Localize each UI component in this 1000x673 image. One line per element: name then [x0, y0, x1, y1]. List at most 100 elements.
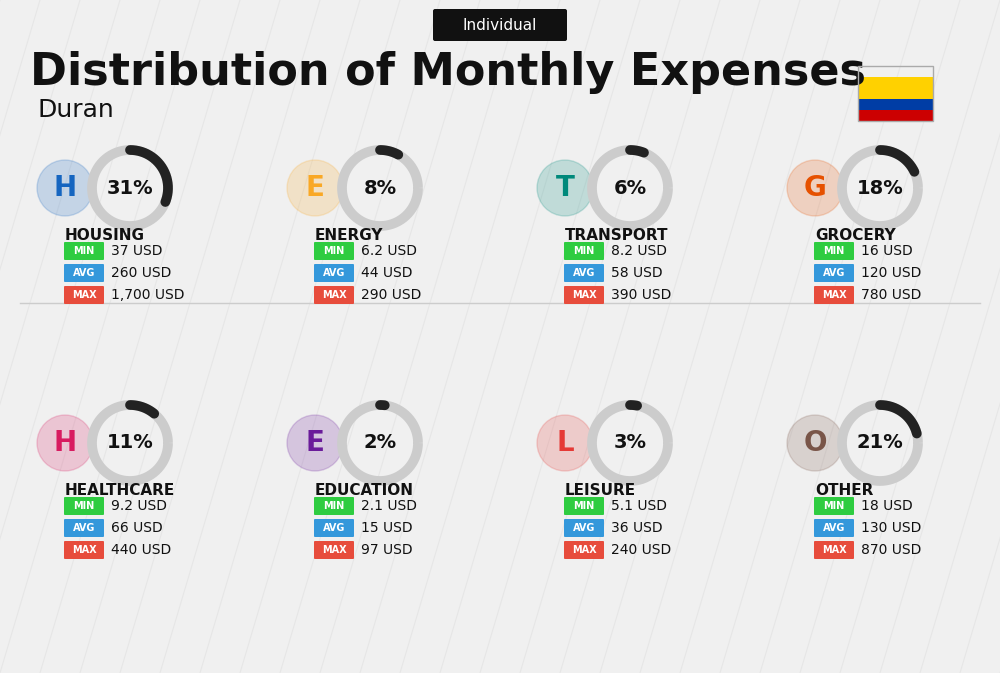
FancyBboxPatch shape: [314, 264, 354, 282]
Circle shape: [287, 160, 343, 216]
FancyBboxPatch shape: [564, 286, 604, 304]
Text: MAX: MAX: [822, 290, 846, 300]
Text: MIN: MIN: [73, 246, 95, 256]
FancyBboxPatch shape: [64, 519, 104, 537]
Text: 31%: 31%: [107, 178, 153, 197]
Text: OTHER: OTHER: [815, 483, 873, 498]
Text: 290 USD: 290 USD: [361, 288, 421, 302]
Text: 130 USD: 130 USD: [861, 521, 921, 535]
Circle shape: [787, 160, 843, 216]
Text: 58 USD: 58 USD: [611, 266, 663, 280]
Text: AVG: AVG: [823, 268, 845, 278]
Text: 240 USD: 240 USD: [611, 543, 671, 557]
Text: 1,700 USD: 1,700 USD: [111, 288, 184, 302]
Text: 16 USD: 16 USD: [861, 244, 913, 258]
Text: 44 USD: 44 USD: [361, 266, 413, 280]
Text: 260 USD: 260 USD: [111, 266, 171, 280]
Text: EDUCATION: EDUCATION: [315, 483, 414, 498]
Text: MIN: MIN: [323, 501, 345, 511]
FancyBboxPatch shape: [314, 497, 354, 515]
Text: L: L: [556, 429, 574, 457]
FancyBboxPatch shape: [858, 98, 932, 110]
Text: MIN: MIN: [823, 246, 845, 256]
Text: MIN: MIN: [73, 501, 95, 511]
FancyBboxPatch shape: [64, 541, 104, 559]
Text: 9.2 USD: 9.2 USD: [111, 499, 167, 513]
FancyBboxPatch shape: [314, 519, 354, 537]
Text: MAX: MAX: [822, 545, 846, 555]
Text: AVG: AVG: [323, 523, 345, 533]
Text: AVG: AVG: [73, 523, 95, 533]
Text: HOUSING: HOUSING: [65, 228, 145, 243]
FancyBboxPatch shape: [814, 242, 854, 260]
Text: MIN: MIN: [823, 501, 845, 511]
Text: TRANSPORT: TRANSPORT: [565, 228, 668, 243]
Circle shape: [537, 415, 593, 471]
Text: GROCERY: GROCERY: [815, 228, 896, 243]
Text: 5.1 USD: 5.1 USD: [611, 499, 667, 513]
FancyBboxPatch shape: [64, 264, 104, 282]
Text: AVG: AVG: [823, 523, 845, 533]
FancyBboxPatch shape: [64, 497, 104, 515]
Text: MAX: MAX: [72, 290, 96, 300]
Text: 36 USD: 36 USD: [611, 521, 663, 535]
FancyBboxPatch shape: [64, 242, 104, 260]
FancyBboxPatch shape: [858, 110, 932, 120]
Text: AVG: AVG: [573, 523, 595, 533]
Text: Duran: Duran: [38, 98, 115, 122]
Text: H: H: [53, 174, 77, 202]
FancyBboxPatch shape: [314, 242, 354, 260]
Text: 120 USD: 120 USD: [861, 266, 921, 280]
Text: MIN: MIN: [573, 246, 595, 256]
Circle shape: [537, 160, 593, 216]
Circle shape: [37, 415, 93, 471]
Circle shape: [287, 415, 343, 471]
Text: 780 USD: 780 USD: [861, 288, 921, 302]
Text: MAX: MAX: [572, 545, 596, 555]
Text: 18 USD: 18 USD: [861, 499, 913, 513]
Text: E: E: [306, 429, 324, 457]
FancyBboxPatch shape: [564, 264, 604, 282]
Text: AVG: AVG: [573, 268, 595, 278]
Text: MAX: MAX: [72, 545, 96, 555]
Text: 390 USD: 390 USD: [611, 288, 671, 302]
Text: T: T: [556, 174, 574, 202]
Text: 870 USD: 870 USD: [861, 543, 921, 557]
Text: HEALTHCARE: HEALTHCARE: [65, 483, 175, 498]
Text: 18%: 18%: [857, 178, 903, 197]
Text: G: G: [804, 174, 826, 202]
Text: MIN: MIN: [573, 501, 595, 511]
Circle shape: [37, 160, 93, 216]
Text: MAX: MAX: [322, 290, 346, 300]
FancyBboxPatch shape: [564, 497, 604, 515]
Text: 15 USD: 15 USD: [361, 521, 413, 535]
Text: Distribution of Monthly Expenses: Distribution of Monthly Expenses: [30, 52, 866, 94]
Text: E: E: [306, 174, 324, 202]
Text: 2%: 2%: [363, 433, 397, 452]
Circle shape: [787, 415, 843, 471]
Text: MAX: MAX: [322, 545, 346, 555]
Text: 8.2 USD: 8.2 USD: [611, 244, 667, 258]
Text: 3%: 3%: [614, 433, 646, 452]
Text: 2.1 USD: 2.1 USD: [361, 499, 417, 513]
Text: 6%: 6%: [613, 178, 647, 197]
Text: 97 USD: 97 USD: [361, 543, 413, 557]
FancyBboxPatch shape: [814, 497, 854, 515]
FancyBboxPatch shape: [814, 286, 854, 304]
FancyBboxPatch shape: [64, 286, 104, 304]
Text: AVG: AVG: [323, 268, 345, 278]
Text: MIN: MIN: [323, 246, 345, 256]
FancyBboxPatch shape: [564, 541, 604, 559]
FancyBboxPatch shape: [314, 286, 354, 304]
Text: ENERGY: ENERGY: [315, 228, 384, 243]
Text: MAX: MAX: [572, 290, 596, 300]
Text: O: O: [803, 429, 827, 457]
FancyBboxPatch shape: [858, 77, 932, 98]
FancyBboxPatch shape: [814, 541, 854, 559]
Text: Individual: Individual: [463, 17, 537, 32]
FancyBboxPatch shape: [433, 9, 567, 41]
FancyBboxPatch shape: [814, 264, 854, 282]
Text: 37 USD: 37 USD: [111, 244, 162, 258]
Text: 66 USD: 66 USD: [111, 521, 163, 535]
Text: 440 USD: 440 USD: [111, 543, 171, 557]
